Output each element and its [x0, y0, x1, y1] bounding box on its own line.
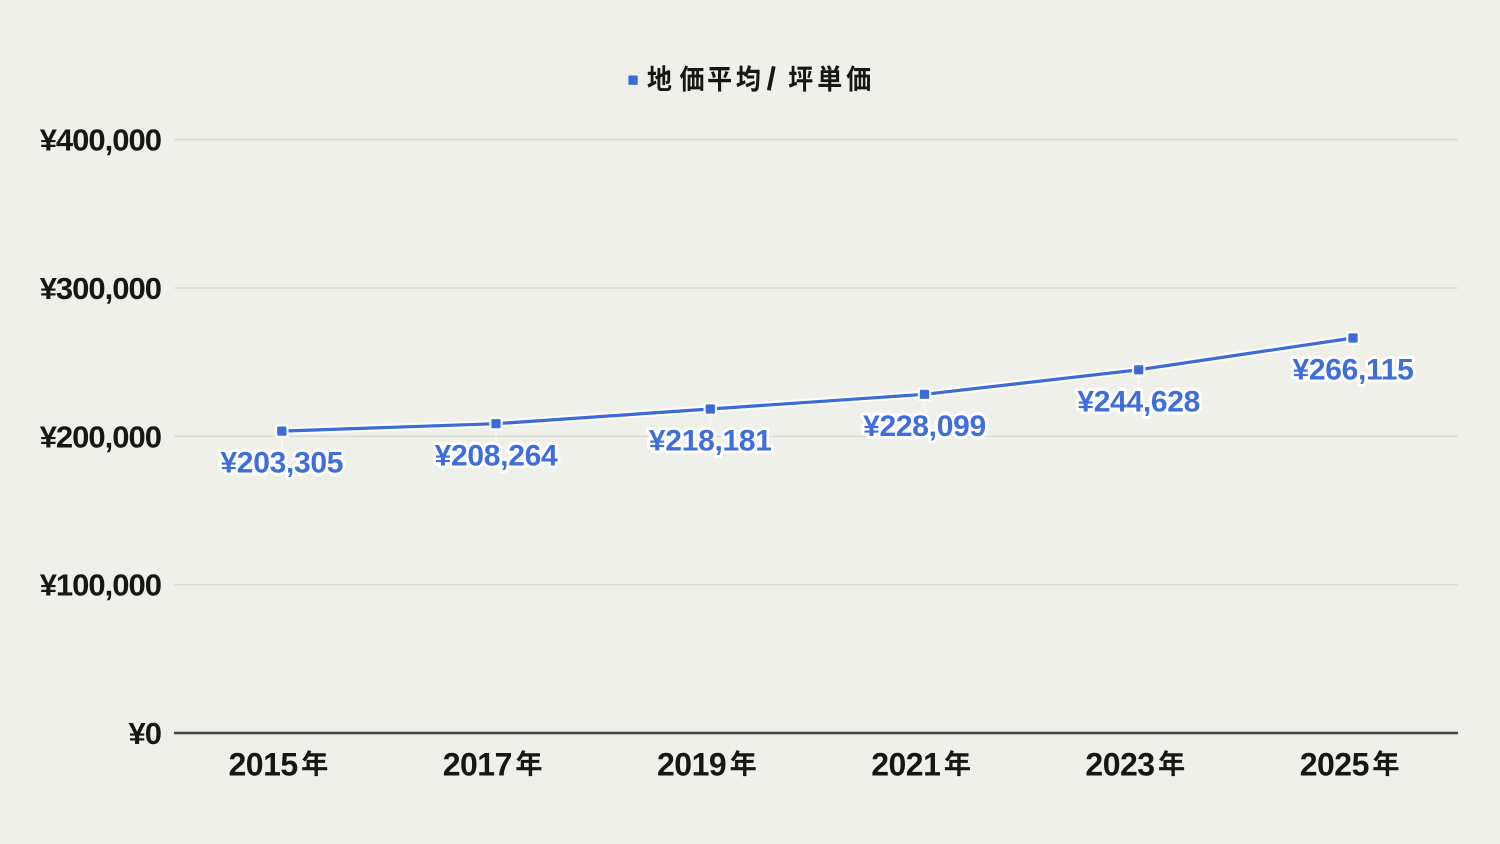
- svg-text:2021: 2021: [871, 746, 940, 782]
- svg-text:¥208,264: ¥208,264: [435, 439, 558, 472]
- svg-text:2023: 2023: [1085, 746, 1154, 782]
- svg-text:¥200,000: ¥200,000: [40, 419, 161, 454]
- svg-text:2015: 2015: [229, 746, 298, 782]
- svg-text:2025: 2025: [1300, 746, 1369, 782]
- svg-text:¥244,628: ¥244,628: [1077, 385, 1200, 418]
- svg-text:2019: 2019: [657, 746, 726, 782]
- svg-text:¥0: ¥0: [129, 716, 161, 751]
- svg-text:¥300,000: ¥300,000: [40, 271, 161, 306]
- svg-text:¥203,305: ¥203,305: [220, 447, 343, 480]
- svg-text:¥228,099: ¥228,099: [863, 410, 986, 443]
- svg-text:¥100,000: ¥100,000: [40, 568, 161, 603]
- svg-text:¥266,115: ¥266,115: [1292, 354, 1413, 387]
- svg-text:2017: 2017: [443, 746, 512, 782]
- svg-text:¥400,000: ¥400,000: [40, 123, 161, 158]
- svg-text:¥218,181: ¥218,181: [649, 425, 772, 458]
